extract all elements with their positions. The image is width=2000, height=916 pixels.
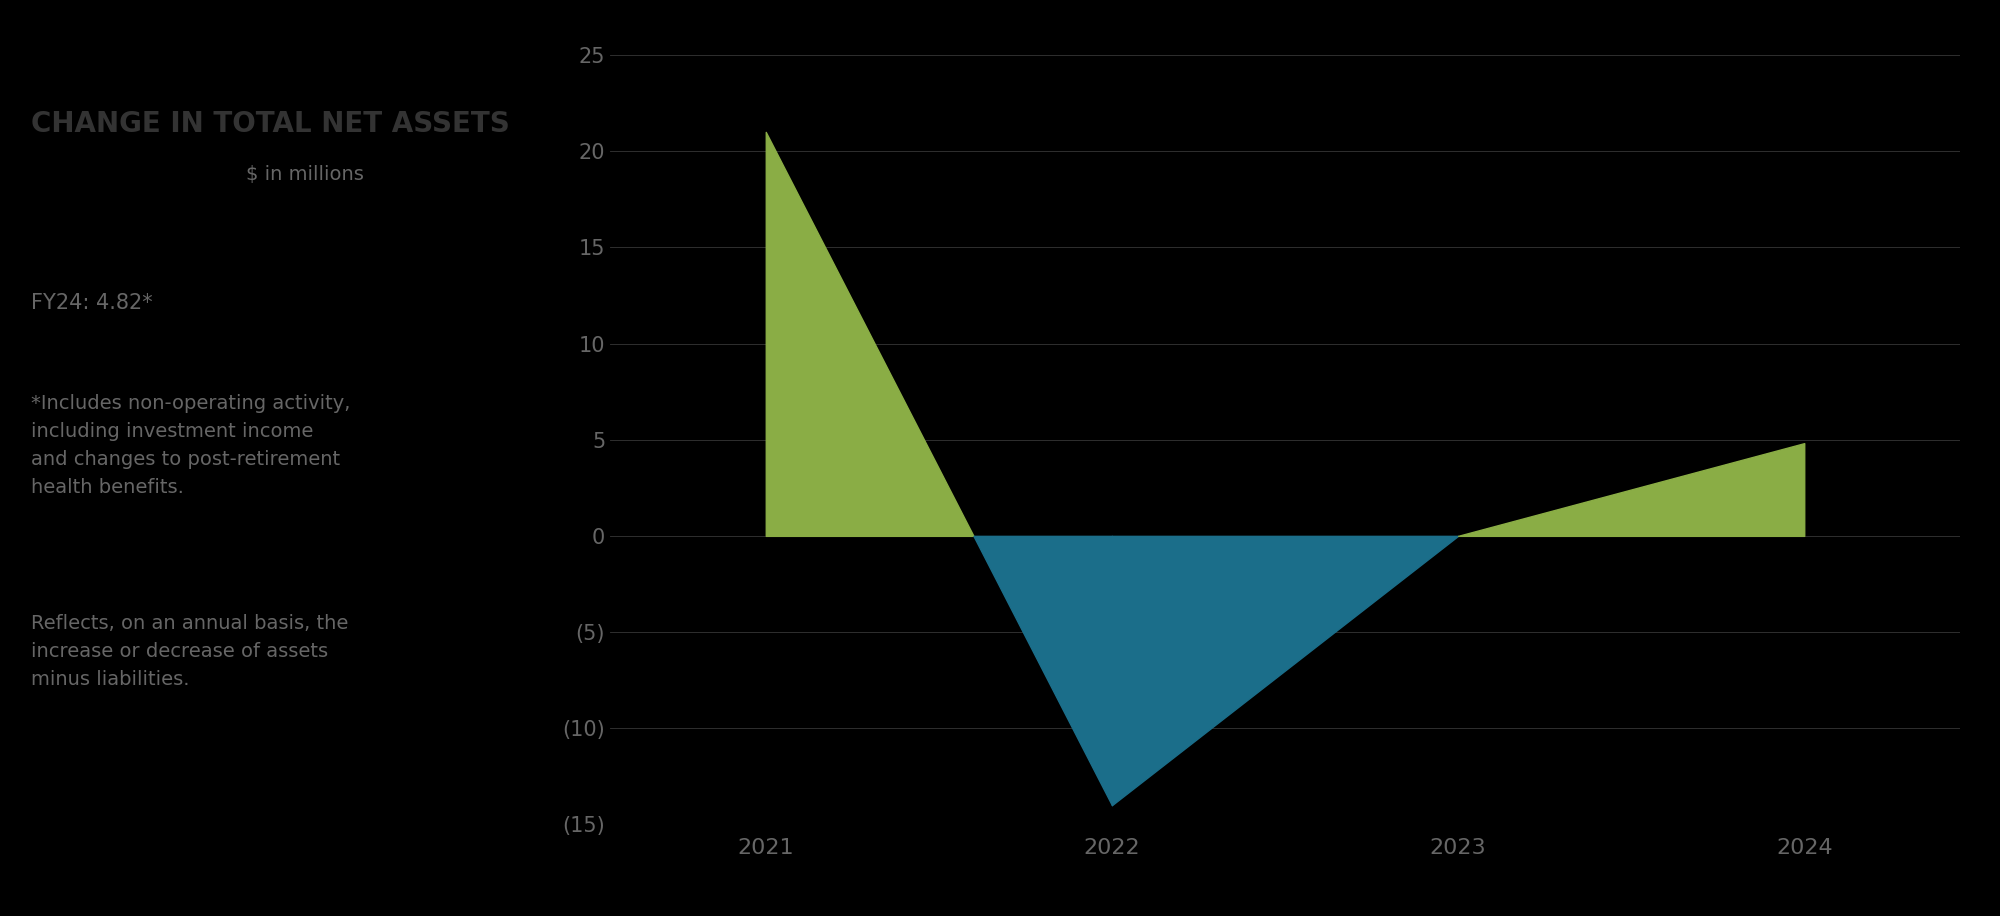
Text: CHANGE IN TOTAL NET ASSETS: CHANGE IN TOTAL NET ASSETS [32,110,510,138]
Text: $ in millions: $ in millions [246,165,364,184]
Text: FY24: 4.82*: FY24: 4.82* [32,293,154,313]
Text: Reflects, on an annual basis, the
increase or decrease of assets
minus liabiliti: Reflects, on an annual basis, the increa… [32,614,348,689]
Text: *Includes non-operating activity,
including investment income
and changes to pos: *Includes non-operating activity, includ… [32,394,350,496]
